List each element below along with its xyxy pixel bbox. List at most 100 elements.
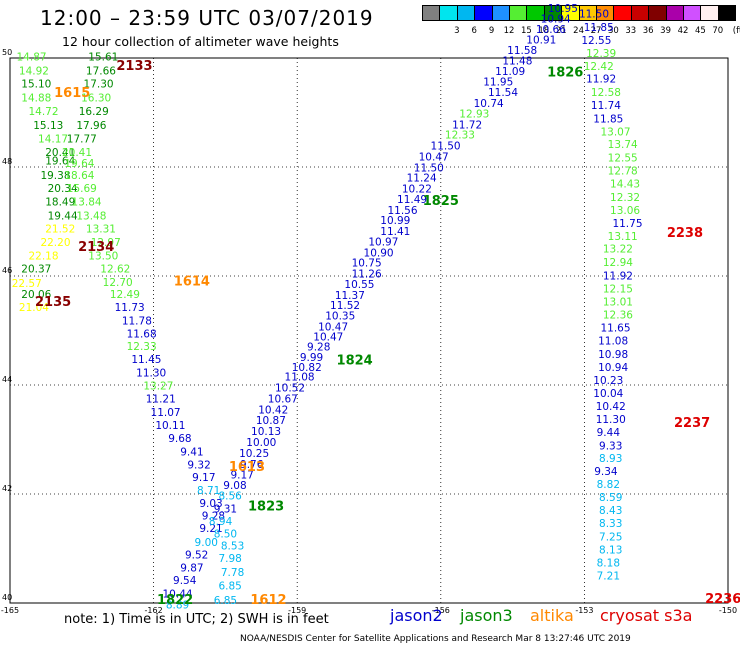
wave-height-value: 11.74	[591, 100, 621, 112]
wave-height-value: 13.31	[86, 223, 116, 235]
wave-height-value: 9.54	[173, 575, 197, 587]
wave-height-value: 11.65	[600, 323, 630, 335]
wave-height-value: 11.78	[122, 316, 152, 328]
wave-height-value: 10.52	[275, 383, 305, 395]
wave-height-value: 11.26	[352, 269, 382, 281]
wave-height-value: 8.53	[221, 541, 244, 553]
wave-height-value: 12.39	[586, 48, 616, 60]
legend-label: 36	[642, 26, 654, 36]
wave-height-value: 9.00	[195, 537, 218, 549]
wave-height-value: 11.07	[151, 407, 181, 419]
pass-time-label: 1826	[547, 66, 583, 81]
wave-height-value: 11.72	[452, 119, 482, 131]
wave-height-value: 13.74	[608, 139, 638, 151]
wave-height-value: 16.30	[81, 93, 111, 105]
wave-height-value: 8.94	[209, 516, 233, 528]
wave-height-value: 22.20	[40, 237, 70, 249]
legend-label: 70	[712, 26, 724, 36]
wave-height-value: 8.13	[599, 544, 622, 556]
legend-label: 45	[694, 26, 706, 36]
wave-height-value: 14.88	[21, 93, 51, 105]
legend-label: 24	[573, 26, 584, 36]
latitude-tick-label: 50	[2, 48, 12, 57]
wave-height-value: 7.78	[221, 567, 244, 579]
wave-height-value: 10.91	[526, 34, 556, 46]
wave-height-value: 8.33	[599, 518, 622, 530]
wave-height-value: 15.61	[88, 52, 118, 64]
legend-label: 3	[454, 26, 460, 36]
wave-height-value: 11.50	[579, 9, 609, 21]
wave-height-value: 19.44	[48, 210, 78, 222]
wave-height-value: 6.85	[214, 595, 237, 607]
wave-height-value: 9.68	[168, 433, 191, 445]
credit-line: NOAA/NESDIS Center for Satellite Applica…	[240, 634, 631, 644]
wave-height-value: 20.41	[45, 147, 75, 159]
wave-height-value: 10.82	[292, 362, 322, 374]
latitude-tick-label: 40	[2, 593, 12, 602]
wave-height-value: 17.66	[86, 65, 116, 77]
wave-height-value: 11.95	[483, 76, 513, 88]
wave-height-value: 9.33	[599, 440, 622, 452]
wave-height-value: 16.29	[79, 106, 109, 118]
wave-height-value: 14.92	[19, 65, 49, 77]
longitude-tick-label: -153	[575, 606, 593, 615]
wave-height-value: 15.69	[67, 183, 97, 195]
wave-height-value: 12.49	[110, 289, 140, 301]
pass-time-label: 2134	[78, 240, 114, 255]
latitude-tick-label: 46	[2, 266, 12, 275]
wave-height-value: 17.30	[84, 78, 114, 90]
wave-height-value: 11.21	[146, 393, 176, 405]
wave-height-value: 10.25	[239, 448, 269, 460]
legend-label: 18	[538, 26, 550, 36]
pass-time-label: 2236	[705, 592, 740, 607]
wave-height-value: 13.50	[88, 251, 118, 263]
wave-height-value: 14.72	[28, 106, 58, 118]
legend-label: 12	[503, 26, 515, 36]
wave-height-value: 10.11	[155, 420, 185, 432]
map-title: 12:00 – 23:59 UTC 03/07/2019	[40, 6, 374, 30]
wave-height-value: 12.55	[608, 153, 638, 165]
wave-height-value: 11.75	[612, 218, 642, 230]
map-subtitle: 12 hour collection of altimeter wave hei…	[62, 34, 339, 49]
wave-height-value: 10.00	[246, 437, 276, 449]
wave-height-value: 10.35	[325, 311, 355, 323]
wave-height-value: 12.94	[603, 257, 633, 269]
wave-height-value: 12.42	[584, 61, 614, 73]
satellite-jason3-label: jason3	[460, 606, 513, 625]
wave-height-value: 12.70	[103, 277, 133, 289]
longitude-tick-label: -159	[288, 606, 306, 615]
legend-label: 27	[590, 26, 602, 36]
wave-height-value: 11.41	[380, 226, 410, 238]
wave-height-value: 9.31	[214, 504, 237, 516]
wave-height-value: 12.62	[100, 264, 130, 276]
wave-height-value: 8.50	[214, 529, 237, 541]
wave-height-value: 7.98	[218, 553, 241, 565]
legend-swatch	[717, 5, 737, 21]
wave-height-value: 8.59	[599, 492, 622, 504]
wave-height-value: 11.37	[335, 290, 365, 302]
footer-note: note: 1) Time is in UTC; 2) SWH is in fe…	[64, 612, 329, 627]
pass-time-label: 2135	[35, 295, 71, 310]
wave-height-value: 11.85	[593, 113, 623, 125]
wave-height-value: 10.55	[344, 279, 374, 291]
wave-height-value: 11.92	[603, 270, 633, 282]
wave-height-value: 18.49	[45, 197, 75, 209]
wave-height-value: 11.92	[586, 74, 616, 86]
wave-height-value: 18.64	[64, 170, 94, 182]
legend-label: 30	[607, 26, 619, 36]
pass-time-label: 1612	[250, 593, 286, 608]
map-frame	[9, 57, 729, 604]
wave-height-value: 11.50	[414, 162, 444, 174]
wave-height-value: 9.28	[202, 511, 225, 523]
wave-height-value: 11.56	[387, 205, 417, 217]
wave-height-value: 11.68	[127, 329, 157, 341]
wave-height-value: 10.44	[163, 589, 193, 601]
wave-height-value: 13.84	[72, 197, 102, 209]
legend-unit: (ft)	[732, 26, 740, 36]
wave-height-value: 11.30	[596, 414, 626, 426]
wave-height-value: 13.01	[603, 296, 633, 308]
wave-height-value: 9.41	[180, 446, 203, 458]
legend-label: 21	[555, 26, 567, 36]
wave-height-value: 11.58	[507, 45, 537, 57]
